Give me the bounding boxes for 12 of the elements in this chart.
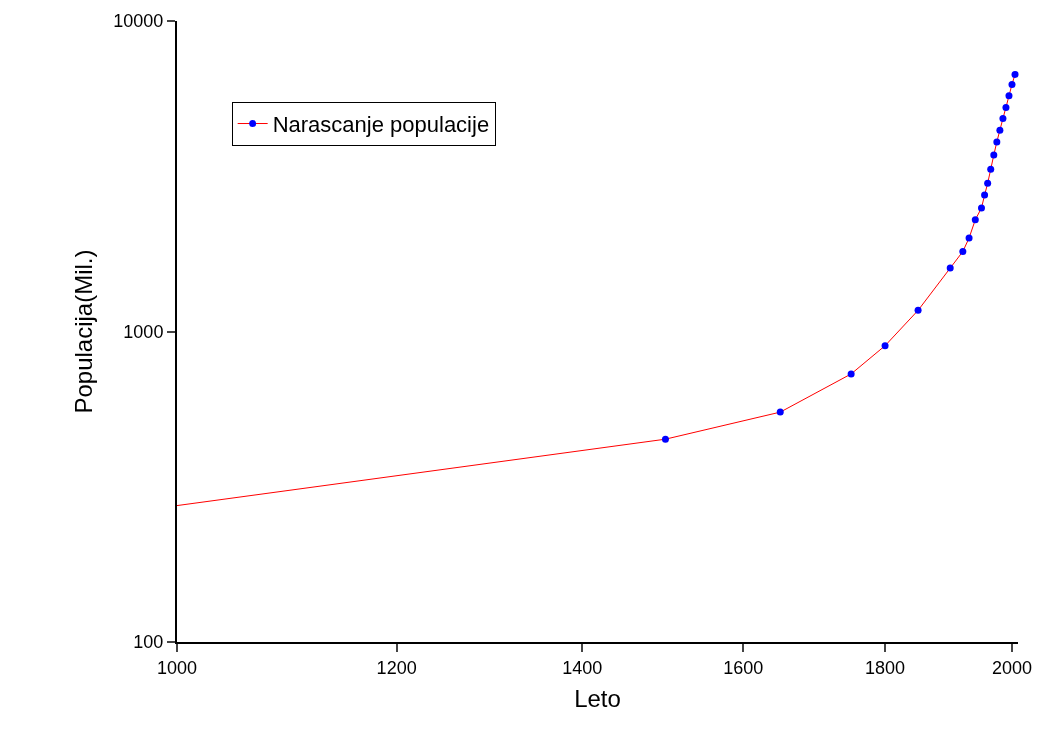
x-axis-title: Leto xyxy=(574,685,621,713)
y-tick-label: 1000 xyxy=(123,321,164,342)
x-tick-label: 1600 xyxy=(723,657,764,678)
x-tick-label: 1200 xyxy=(376,657,417,678)
x-tick-label: 1400 xyxy=(562,657,603,678)
legend-label: Narascanje populacije xyxy=(272,112,490,138)
y-tick-label: 100 xyxy=(133,632,164,653)
x-tick-label: 2000 xyxy=(991,657,1033,678)
x-tick-label: 1000 xyxy=(156,657,198,678)
y-axis-title: Populacija(Mil.) xyxy=(69,249,97,414)
y-tick-label: 10000 xyxy=(113,11,164,32)
x-tick-label: 1800 xyxy=(865,657,906,678)
